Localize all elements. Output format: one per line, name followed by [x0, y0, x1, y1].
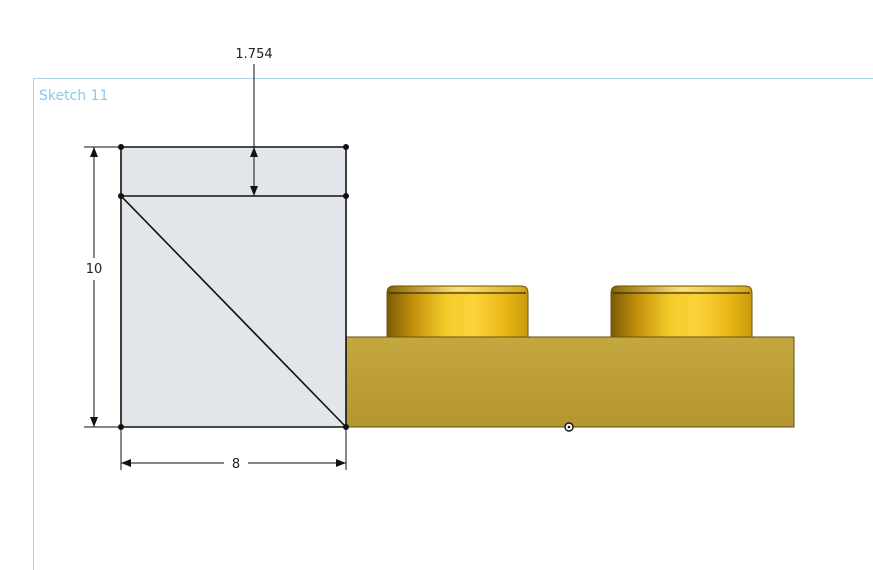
- sketch-point[interactable]: [118, 193, 124, 199]
- brick-stud-2[interactable]: [610, 285, 753, 338]
- sketch-line-diagonal[interactable]: [120, 195, 347, 428]
- dimension-top-offset-value[interactable]: 1.754: [235, 47, 272, 62]
- brick-part[interactable]: [345, 285, 795, 432]
- brick-body[interactable]: [345, 336, 795, 428]
- brick-stud-1[interactable]: [386, 285, 529, 338]
- dimension-height[interactable]: 10: [84, 146, 121, 428]
- dimension-width[interactable]: 8: [120, 427, 347, 472]
- dimension-height-value[interactable]: 10: [86, 262, 103, 277]
- sketch-name-label[interactable]: Sketch 11: [39, 88, 109, 104]
- origin-point-icon[interactable]: [564, 422, 574, 432]
- sketch-plane-boundary: [33, 78, 873, 570]
- dimension-top-offset[interactable]: 1.754: [235, 47, 273, 196]
- sketch-point[interactable]: [343, 193, 349, 199]
- sketch-point[interactable]: [343, 144, 349, 150]
- sketch-profile[interactable]: [118, 144, 349, 430]
- dimension-width-value[interactable]: 8: [232, 457, 240, 472]
- sketch-region[interactable]: [121, 147, 346, 427]
